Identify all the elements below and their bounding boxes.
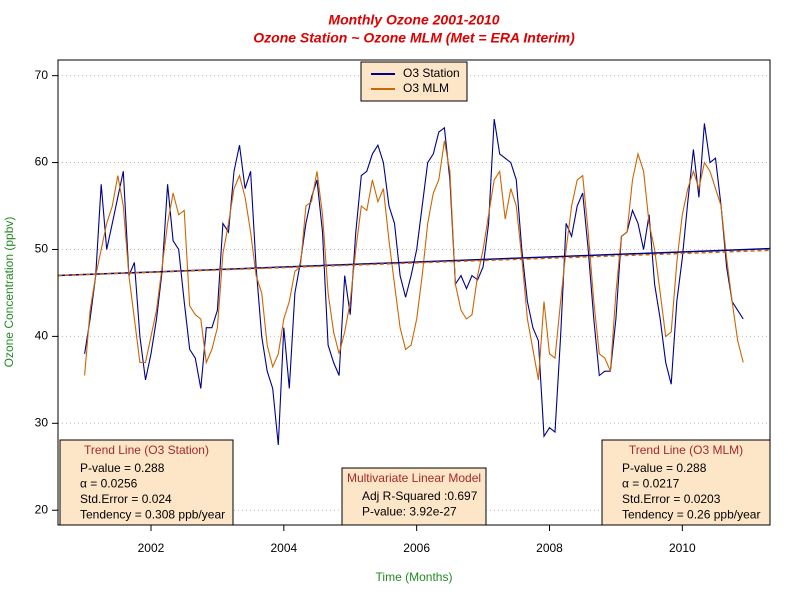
legend-label: O3 MLM <box>403 81 449 95</box>
annotation-line: P-value = 0.288 <box>80 461 165 475</box>
annotation-line: Tendency = 0.308 ppb/year <box>80 508 225 522</box>
y-tick-label: 70 <box>35 68 49 82</box>
annotation-line: Tendency = 0.26 ppb/year <box>622 508 760 522</box>
y-axis-label: Ozone Concentration (ppbv) <box>2 217 16 368</box>
annotation-line: α = 0.0217 <box>622 477 680 491</box>
annotation-title: Multivariate Linear Model <box>347 471 481 485</box>
chart-subtitle: Ozone Station ~ Ozone MLM (Met = ERA Int… <box>253 30 575 46</box>
annotation-line: P-value: 3.92e-27 <box>362 505 457 519</box>
x-tick-label: 2004 <box>270 541 297 555</box>
y-tick-label: 20 <box>35 502 49 516</box>
annotation-title: Trend Line (O3 Station) <box>84 443 209 457</box>
x-tick-label: 2002 <box>138 541 165 555</box>
y-tick-label: 60 <box>35 155 49 169</box>
annotation-line: Std.Error = 0.024 <box>80 492 172 506</box>
annotation-line: α = 0.0256 <box>80 477 138 491</box>
x-tick-label: 2006 <box>403 541 430 555</box>
y-tick-label: 50 <box>35 242 49 256</box>
annotation-line: Adj R-Squared :0.697 <box>362 489 478 503</box>
legend-box <box>360 61 468 102</box>
annotation-box <box>601 439 771 526</box>
trend-line <box>57 247 771 277</box>
annotation-line: Std.Error = 0.0203 <box>622 492 721 506</box>
series-line <box>84 140 744 380</box>
x-tick-label: 2008 <box>536 541 563 555</box>
y-tick-label: 40 <box>35 329 49 343</box>
series-line <box>84 119 744 446</box>
x-axis-label: Time (Months) <box>376 570 453 584</box>
legend-label: O3 Station <box>403 66 460 80</box>
annotation-title: Trend Line (O3 MLM) <box>629 443 743 457</box>
x-tick-label: 2010 <box>669 541 696 555</box>
annotation-box <box>59 439 234 526</box>
y-tick-label: 30 <box>35 415 49 429</box>
annotation-box <box>341 467 487 526</box>
chart-title: Monthly Ozone 2001-2010 <box>328 12 499 28</box>
annotation-line: P-value = 0.288 <box>622 461 707 475</box>
